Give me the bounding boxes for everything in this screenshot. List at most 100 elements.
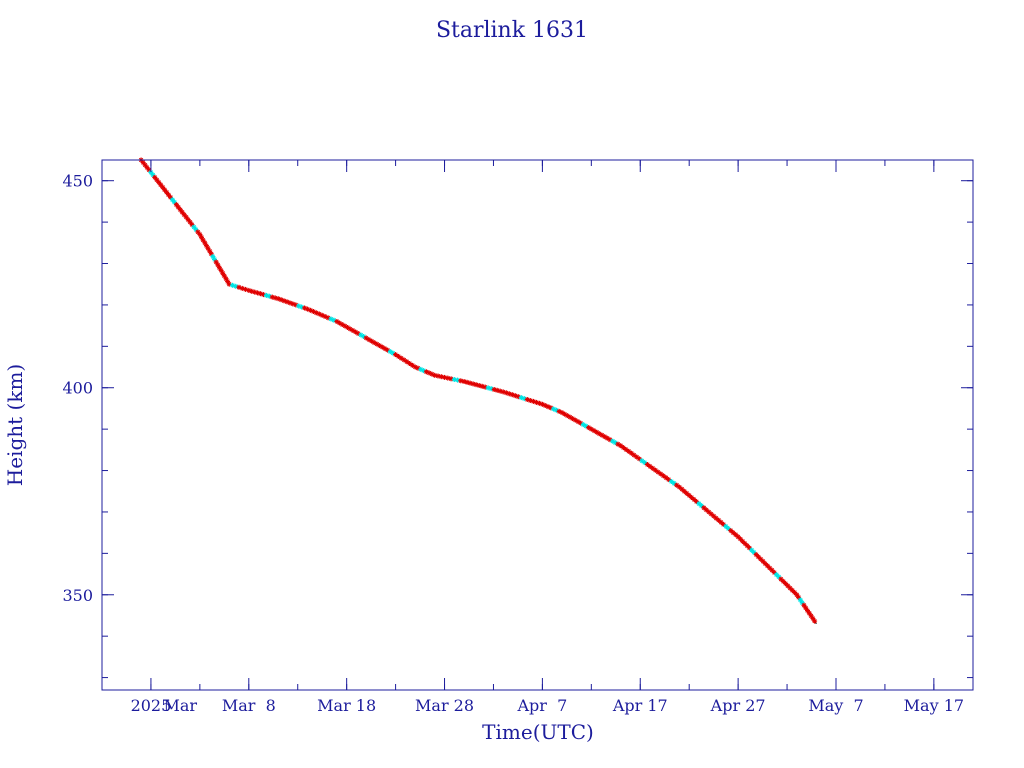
data-point-d2: [358, 332, 364, 338]
data-point-d2: [458, 378, 463, 383]
data-point-d2: [284, 299, 290, 304]
data-point-d2: [805, 608, 810, 613]
data-point-d2: [810, 616, 816, 621]
data-point-d2: [522, 396, 527, 401]
data-point-d2: [296, 303, 301, 309]
data-point-d2: [361, 334, 366, 339]
data-point: [618, 443, 624, 449]
data-point-d2: [554, 408, 559, 413]
data-point-d2: [639, 458, 645, 463]
data-point-d2: [661, 473, 666, 478]
data-point-d2: [348, 326, 353, 332]
data-point: [642, 460, 648, 466]
data-point: [634, 454, 640, 460]
data-point-d2: [217, 265, 222, 270]
data-point: [485, 385, 491, 391]
data-point-d2: [663, 475, 669, 480]
data-point-d2: [442, 375, 447, 380]
data-point-d2: [718, 520, 724, 525]
data-point-d2: [164, 190, 169, 195]
data-point-d2: [195, 229, 201, 235]
data-point-d2: [776, 574, 781, 580]
data-point: [812, 618, 818, 624]
data-point-d2: [415, 366, 421, 371]
data-point-d2: [215, 262, 220, 268]
data-point-d2: [796, 595, 801, 600]
data-point-d2: [723, 524, 729, 529]
data-point-d2: [807, 611, 812, 616]
data-point-d2: [184, 214, 189, 220]
x-tick-label: Mar 8: [222, 696, 276, 715]
data-point-d2: [650, 466, 655, 471]
data-point-d2: [314, 310, 319, 315]
data-point-d2: [548, 405, 553, 410]
data-point-d2: [374, 341, 380, 347]
data-point-d2: [426, 370, 432, 376]
data-point-d2: [176, 205, 181, 210]
data-point-d2: [537, 401, 542, 406]
data-point-d2: [225, 279, 230, 284]
data-point-d2: [148, 170, 154, 175]
data-point-d2: [233, 284, 238, 289]
data-point-d2: [264, 293, 269, 298]
data-point: [631, 452, 637, 458]
data-point-d2: [637, 456, 642, 462]
data-point-d2: [342, 323, 348, 329]
data-point-d2: [489, 386, 494, 391]
data-point-d2: [763, 561, 768, 566]
data-point-d2: [174, 202, 179, 207]
data-point-d2: [223, 276, 229, 281]
data-point-d2: [591, 428, 597, 433]
data-point-d2: [785, 583, 790, 588]
data-point: [666, 477, 672, 483]
data-point-d2: [467, 380, 473, 386]
data-point-d2: [504, 390, 509, 395]
data-point: [438, 374, 444, 380]
data-point-d2: [255, 290, 260, 296]
data-point-d2: [594, 430, 599, 435]
data-point-d2: [629, 451, 634, 456]
data-point-d2: [501, 389, 506, 395]
data-point-d2: [325, 315, 331, 320]
data-point-d2: [372, 340, 377, 345]
data-point-d2: [803, 605, 808, 611]
x-tick-label: May 17: [904, 696, 964, 715]
data-point-d2: [152, 175, 157, 180]
x-month-label: Mar: [164, 696, 198, 715]
data-point-d2: [168, 195, 173, 200]
data-point-d2: [691, 497, 697, 502]
data-point-d2: [218, 268, 224, 273]
data-point-d2: [610, 439, 615, 444]
data-point-d2: [270, 294, 275, 300]
data-point: [799, 600, 805, 606]
data-point-d2: [573, 417, 578, 423]
data-point: [562, 411, 568, 417]
data-point-d2: [222, 273, 227, 279]
data-point-d2: [794, 592, 799, 597]
data-point: [663, 475, 669, 481]
data-point-d2: [345, 325, 350, 330]
data-point-d2: [461, 379, 467, 384]
series-line: [140, 159, 817, 625]
data-point-d2: [240, 286, 245, 291]
data-point-d2: [189, 222, 195, 227]
data-point-d2: [704, 507, 709, 513]
data-point-d2: [199, 235, 204, 240]
data-point-d2: [261, 292, 266, 297]
data-point-d2: [140, 160, 146, 165]
data-point-d2: [252, 289, 257, 295]
data-point-d2: [278, 297, 284, 302]
data-point-d2: [684, 491, 689, 496]
y-axis-label: Height (km): [3, 364, 27, 486]
data-point-d2: [214, 259, 219, 265]
data-point-d2: [220, 271, 225, 276]
data-point: [451, 377, 457, 382]
data-point-d2: [473, 382, 479, 387]
data-point-d2: [721, 522, 726, 527]
data-point-d2: [655, 469, 661, 475]
data-point-d2: [543, 403, 548, 408]
data-point-d2: [756, 554, 761, 560]
data-point-d2: [390, 350, 396, 356]
data-point: [797, 597, 803, 603]
data-point-d2: [182, 212, 187, 217]
